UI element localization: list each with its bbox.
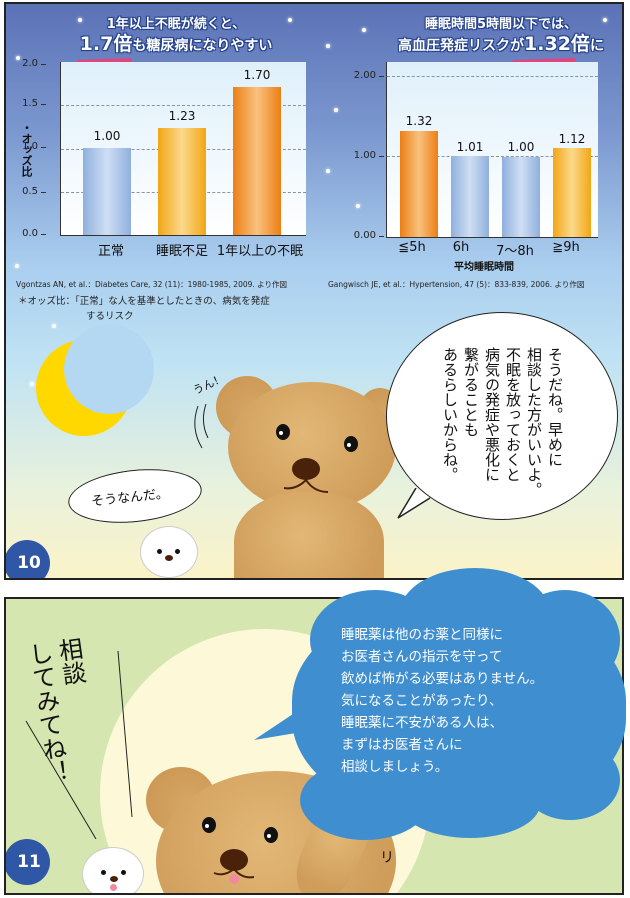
bear-eye — [276, 424, 290, 440]
panel-number-badge: 10 — [6, 540, 50, 578]
xtick: 6h — [452, 240, 470, 255]
xtick: 7〜8h — [496, 244, 534, 259]
xtick: 正常 — [97, 244, 124, 259]
bear-nose — [220, 849, 248, 871]
bar-value-label: 1.23 — [168, 109, 196, 123]
chart-right-xlabel: 平均睡眠時間 — [454, 262, 514, 273]
chart-left-ylabel: ・オッズ比 — [20, 122, 33, 177]
star — [288, 18, 292, 22]
bear-nose — [292, 458, 320, 480]
star — [326, 169, 330, 173]
emphasis-lines — [25, 650, 133, 839]
bar-value-label: 1.00 — [507, 140, 535, 154]
star — [326, 44, 330, 48]
white-bear — [140, 526, 198, 578]
brown-bear-body — [234, 492, 384, 578]
speech-bubble-main: そうだね。早めに 相談した方がいいよ。 不眠を放っておくと 病気の発症や悪化に … — [386, 312, 618, 520]
bar-5h-or-less — [400, 131, 438, 237]
bar-value-label: 1.70 — [243, 68, 271, 82]
ytick: 0.5 — [8, 186, 46, 197]
chart-left-plot-area: 1.00 1.23 1.70 — [60, 62, 306, 236]
ytick: 2.0 — [8, 58, 46, 69]
ytick: 1.5 — [8, 98, 46, 109]
chart-left-title-emphasis: 1.7倍 — [79, 33, 133, 55]
cloud-text: 睡眠薬は他のお薬と同様に お医者さんの指示を守って 飲めば怖がる必要はありません… — [341, 627, 544, 775]
bar-value-label: 1.01 — [456, 140, 484, 154]
bar-insomnia-1yr — [233, 87, 281, 235]
gridline — [387, 76, 598, 77]
chart-right-citation: Gangwisch JE, et al.：Hypertension, 47 (5… — [328, 280, 585, 289]
motion-lines-icon — [194, 404, 209, 449]
bear-eye — [202, 817, 216, 833]
ytick: 2.00 — [346, 70, 384, 81]
panel-number-badge: 11 — [6, 839, 50, 885]
xtick: ≧9h — [552, 240, 580, 255]
bar-9h-or-more — [553, 148, 591, 237]
chart-left-title: 1年以上不眠が続くと、 1.7倍も糖尿病になりやすい — [79, 17, 273, 55]
ytick: 0.0 — [8, 228, 46, 239]
bar-value-label: 1.12 — [558, 132, 586, 146]
bar-value-label: 1.00 — [93, 129, 121, 143]
bar-sleep-deprived — [158, 128, 206, 235]
gridline — [61, 105, 306, 106]
comic-panel-10: 1年以上不眠が続くと、 1.7倍も糖尿病になりやすい ・オッズ比 2.0 1.5… — [4, 2, 624, 580]
bar-normal — [83, 148, 131, 235]
star — [356, 204, 360, 208]
ytick: 1.0 — [8, 141, 46, 152]
speech-tail — [397, 488, 431, 519]
moon-shadow — [64, 324, 154, 414]
xtick: ≦5h — [398, 240, 426, 255]
ytick: 0.00 — [346, 230, 384, 241]
ytick: 1.00 — [346, 150, 384, 161]
speech-bubble-small: そうなんだ。 — [65, 463, 205, 529]
star — [603, 18, 607, 22]
bar-value-label: 1.32 — [405, 114, 433, 128]
star — [52, 324, 56, 328]
star — [78, 18, 82, 22]
speech-main-text: そうだね。早めに 相談した方がいいよ。 不眠を放っておくと 病気の発症や悪化に … — [441, 347, 564, 497]
chart-right-title: 睡眠時間5時間以下では、 高血圧発症リスクが1.32倍に — [398, 17, 604, 55]
chart-left-citation: Vgontzas AN, et al.：Diabetes Care, 32 (1… — [16, 280, 287, 289]
sfx-wave: リ — [380, 850, 394, 866]
star — [362, 28, 366, 32]
star — [15, 264, 19, 268]
bear-mouth — [283, 478, 329, 493]
speech-small-text: そうなんだ。 — [90, 486, 170, 510]
xtick: 1年以上の不眠 — [216, 244, 304, 259]
odds-ratio-note: ＊オッズ比：「正常」な人を基準としたときの、病気を発症 するリスク — [18, 296, 270, 322]
star — [30, 382, 34, 386]
bear-eye — [344, 436, 358, 452]
bear-eye — [264, 827, 278, 843]
brown-bear-head — [228, 382, 396, 512]
star — [16, 56, 20, 60]
bear-mouth — [213, 867, 255, 884]
bar-7-8h — [502, 157, 540, 237]
bar-6h — [451, 156, 489, 237]
chart-right-plot-area: 1.32 1.01 1.00 1.12 — [386, 62, 598, 238]
star — [334, 108, 338, 112]
chart-right-title-emphasis: 1.32倍 — [524, 33, 590, 55]
xtick: 睡眠不足 — [155, 244, 208, 259]
gridline — [387, 156, 598, 157]
white-bear — [82, 847, 144, 893]
